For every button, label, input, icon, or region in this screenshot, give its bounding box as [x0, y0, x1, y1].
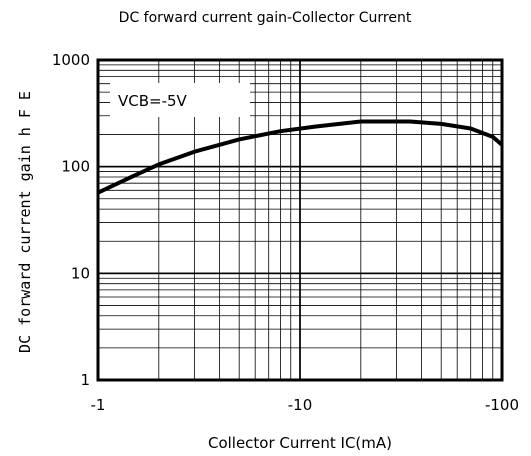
x-tick-label: -100 — [485, 396, 519, 414]
y-tick-label: 1000 — [52, 51, 90, 69]
y-tick-label: 1 — [80, 371, 90, 389]
y-axis-label: DC forward current gain h F E — [16, 91, 34, 353]
y-tick-labels: 1 10 100 1000 — [52, 51, 90, 389]
annotation-label: VCB=-5V — [118, 92, 188, 110]
hfe-curve — [97, 119, 504, 195]
grid — [98, 60, 502, 380]
x-axis-label: Collector Current IC(mA) — [208, 434, 392, 452]
chart-title: DC forward current gain-Collector Curren… — [119, 10, 412, 26]
x-tick-label: -1 — [91, 396, 106, 414]
y-tick-label: 10 — [71, 264, 90, 282]
x-tick-labels: -1 -10 -100 — [91, 396, 520, 414]
annotation-box — [110, 83, 250, 117]
x-tick-label: -10 — [288, 396, 313, 414]
y-tick-label: 100 — [61, 158, 90, 176]
plot-frame — [96, 58, 504, 382]
